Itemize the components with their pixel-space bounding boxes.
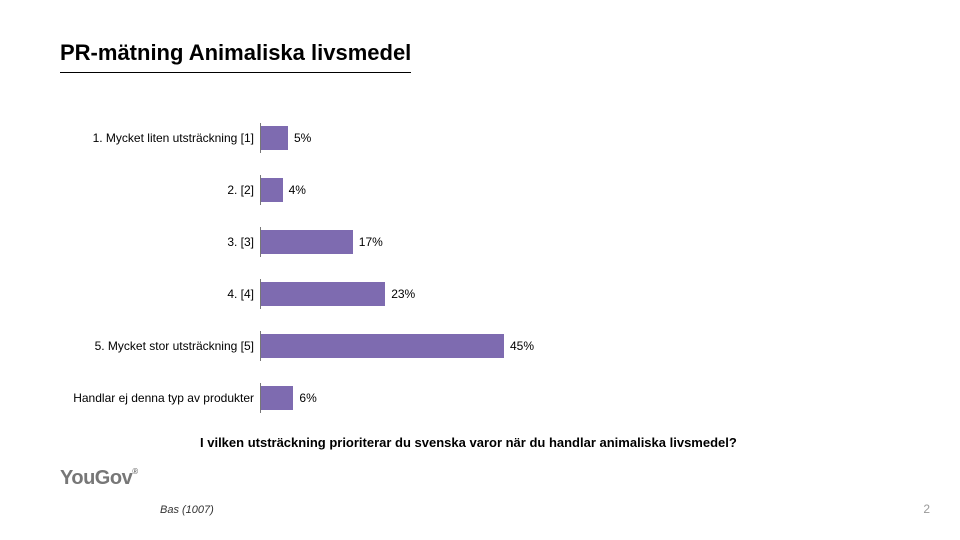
survey-question: I vilken utsträckning prioriterar du sve…: [200, 435, 900, 450]
bar: [261, 126, 288, 150]
bar: [261, 230, 353, 254]
bar-wrap: 17%: [260, 227, 800, 257]
category-label: 5. Mycket stor utsträckning [5]: [60, 339, 260, 353]
bar: [261, 386, 293, 410]
trademark-symbol: ®: [132, 467, 137, 476]
chart-row: 3. [3] 17%: [60, 227, 800, 257]
value-label: 17%: [359, 235, 383, 249]
value-label: 6%: [299, 391, 316, 405]
bar-wrap: 5%: [260, 123, 800, 153]
category-label: 1. Mycket liten utsträckning [1]: [60, 131, 260, 145]
value-label: 45%: [510, 339, 534, 353]
value-label: 5%: [294, 131, 311, 145]
base-text: Bas (1007): [160, 504, 214, 516]
chart-row: 1. Mycket liten utsträckning [1] 5%: [60, 123, 800, 153]
chart-row: Handlar ej denna typ av produkter 6%: [60, 383, 800, 413]
bar-wrap: 4%: [260, 175, 800, 205]
category-label: 3. [3]: [60, 235, 260, 249]
bar: [261, 178, 283, 202]
chart-row: 2. [2] 4%: [60, 175, 800, 205]
bar: [261, 334, 504, 358]
bar-chart: 1. Mycket liten utsträckning [1] 5% 2. [2]…: [60, 123, 800, 413]
category-label: Handlar ej denna typ av produkter: [60, 391, 260, 405]
value-label: 23%: [391, 287, 415, 301]
bar: [261, 282, 385, 306]
chart-row: 4. [4] 23%: [60, 279, 800, 309]
bar-wrap: 45%: [260, 331, 800, 361]
chart-row: 5. Mycket stor utsträckning [5] 45%: [60, 331, 800, 361]
yougov-logo: YouGov®: [60, 467, 138, 490]
bar-wrap: 6%: [260, 383, 800, 413]
value-label: 4%: [289, 183, 306, 197]
page-title: PR-mätning Animaliska livsmedel: [60, 40, 411, 73]
category-label: 4. [4]: [60, 287, 260, 301]
bar-wrap: 23%: [260, 279, 800, 309]
logo-text: YouGov: [60, 467, 132, 490]
page-number: 2: [923, 502, 930, 516]
category-label: 2. [2]: [60, 183, 260, 197]
